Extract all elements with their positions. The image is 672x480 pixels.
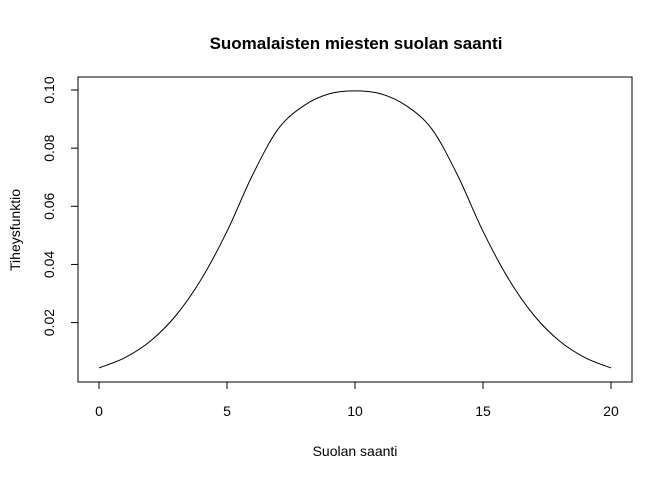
y-tick-label: 0.02 bbox=[41, 309, 57, 336]
y-axis: 0.02 0.04 0.06 0.08 0.10 bbox=[41, 76, 79, 336]
y-axis-label: Tiheysfunktio bbox=[7, 189, 23, 271]
y-tick-label: 0.10 bbox=[41, 76, 57, 103]
chart-title: Suomalaisten miesten suolan saanti bbox=[210, 34, 503, 53]
y-tick-label: 0.06 bbox=[41, 192, 57, 219]
x-tick-label: 10 bbox=[347, 403, 363, 419]
x-tick-label: 20 bbox=[603, 403, 619, 419]
density-curve bbox=[98, 90, 612, 369]
x-tick-label: 5 bbox=[223, 403, 231, 419]
x-axis: 0 5 10 15 20 bbox=[95, 381, 619, 419]
y-tick-label: 0.04 bbox=[41, 251, 57, 278]
plot-frame bbox=[77, 76, 633, 383]
y-tick-label: 0.08 bbox=[41, 134, 57, 161]
x-axis-label: Suolan saanti bbox=[313, 443, 398, 459]
x-tick-label: 0 bbox=[95, 403, 103, 419]
x-tick-label: 15 bbox=[475, 403, 491, 419]
